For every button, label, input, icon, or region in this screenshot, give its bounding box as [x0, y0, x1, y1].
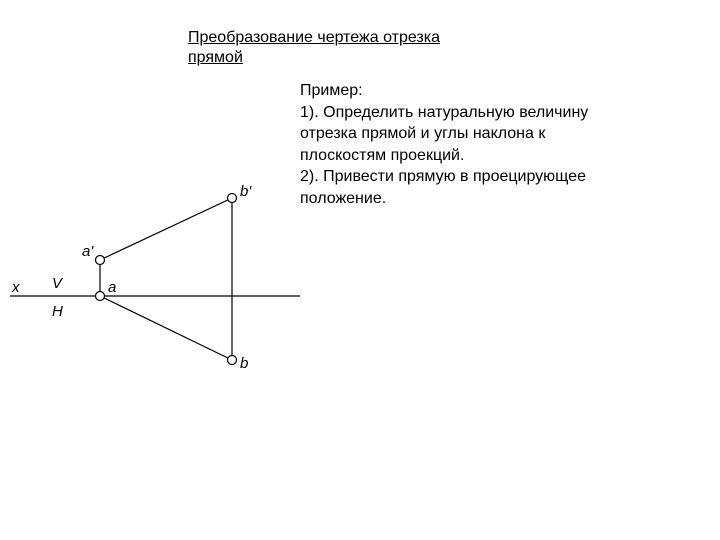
- point-b_prime: [228, 194, 237, 203]
- label-a: a: [108, 279, 116, 296]
- point-a: [96, 292, 105, 301]
- v-plane-label: V: [52, 275, 64, 292]
- segment-a_prime-b_prime: [100, 198, 232, 260]
- point-b: [228, 356, 237, 365]
- label-b: b: [240, 355, 248, 372]
- point-a_prime: [96, 256, 105, 265]
- segment-transformation-diagram: a a' b b' x VH: [0, 0, 720, 540]
- x-axis-label: x: [11, 279, 20, 296]
- h-plane-label: H: [52, 303, 63, 320]
- label-b_prime: b': [240, 183, 252, 200]
- segment-a-b: [100, 296, 232, 360]
- label-a_prime: a': [82, 243, 94, 260]
